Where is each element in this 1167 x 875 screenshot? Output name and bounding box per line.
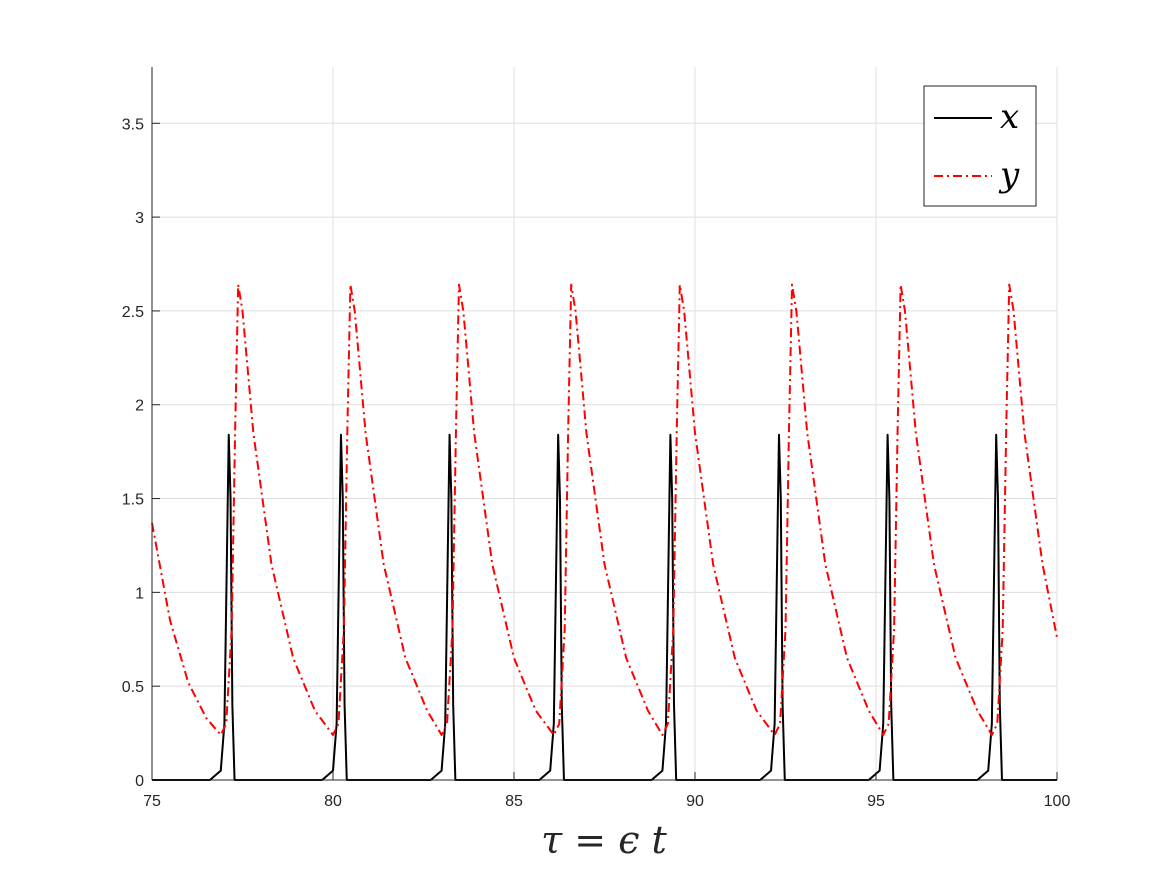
axes bbox=[151, 67, 1058, 781]
y-tick-label-0: 0 bbox=[135, 773, 144, 790]
legend-box bbox=[923, 85, 1037, 207]
y-tick-label-2: 1 bbox=[135, 585, 144, 602]
x-tick-label-1: 80 bbox=[324, 793, 342, 810]
y-tick-label-7: 3.5 bbox=[122, 116, 144, 133]
series-x-line bbox=[152, 433, 1057, 781]
y-tick-label-3: 1.5 bbox=[122, 492, 144, 509]
x-tick-label-3: 90 bbox=[686, 793, 704, 810]
grid bbox=[151, 67, 1058, 781]
x-tick-label-0: 75 bbox=[143, 793, 161, 810]
x-tick-label-4: 95 bbox=[867, 793, 885, 810]
y-tick-label-1: 0.5 bbox=[122, 679, 144, 696]
legend-label-x: x bbox=[1000, 97, 1019, 137]
legend-label-y: y bbox=[998, 155, 1020, 195]
series-y-line bbox=[151, 283, 1058, 736]
x-axis-label: τ = ϵ t bbox=[541, 818, 667, 862]
legend: xy bbox=[923, 85, 1037, 207]
y-tick-label-6: 3 bbox=[135, 210, 144, 227]
series-layer bbox=[151, 283, 1058, 781]
y-tick-label-4: 2 bbox=[135, 398, 144, 415]
x-tick-label-5: 100 bbox=[1044, 793, 1071, 810]
tick-labels: 75 80 85 90 95 100 0 0.5 1 1.5 2 2.5 3 3.5 bbox=[122, 116, 1071, 810]
y-tick-label-5: 2.5 bbox=[122, 304, 144, 321]
x-tick-label-2: 85 bbox=[505, 793, 523, 810]
